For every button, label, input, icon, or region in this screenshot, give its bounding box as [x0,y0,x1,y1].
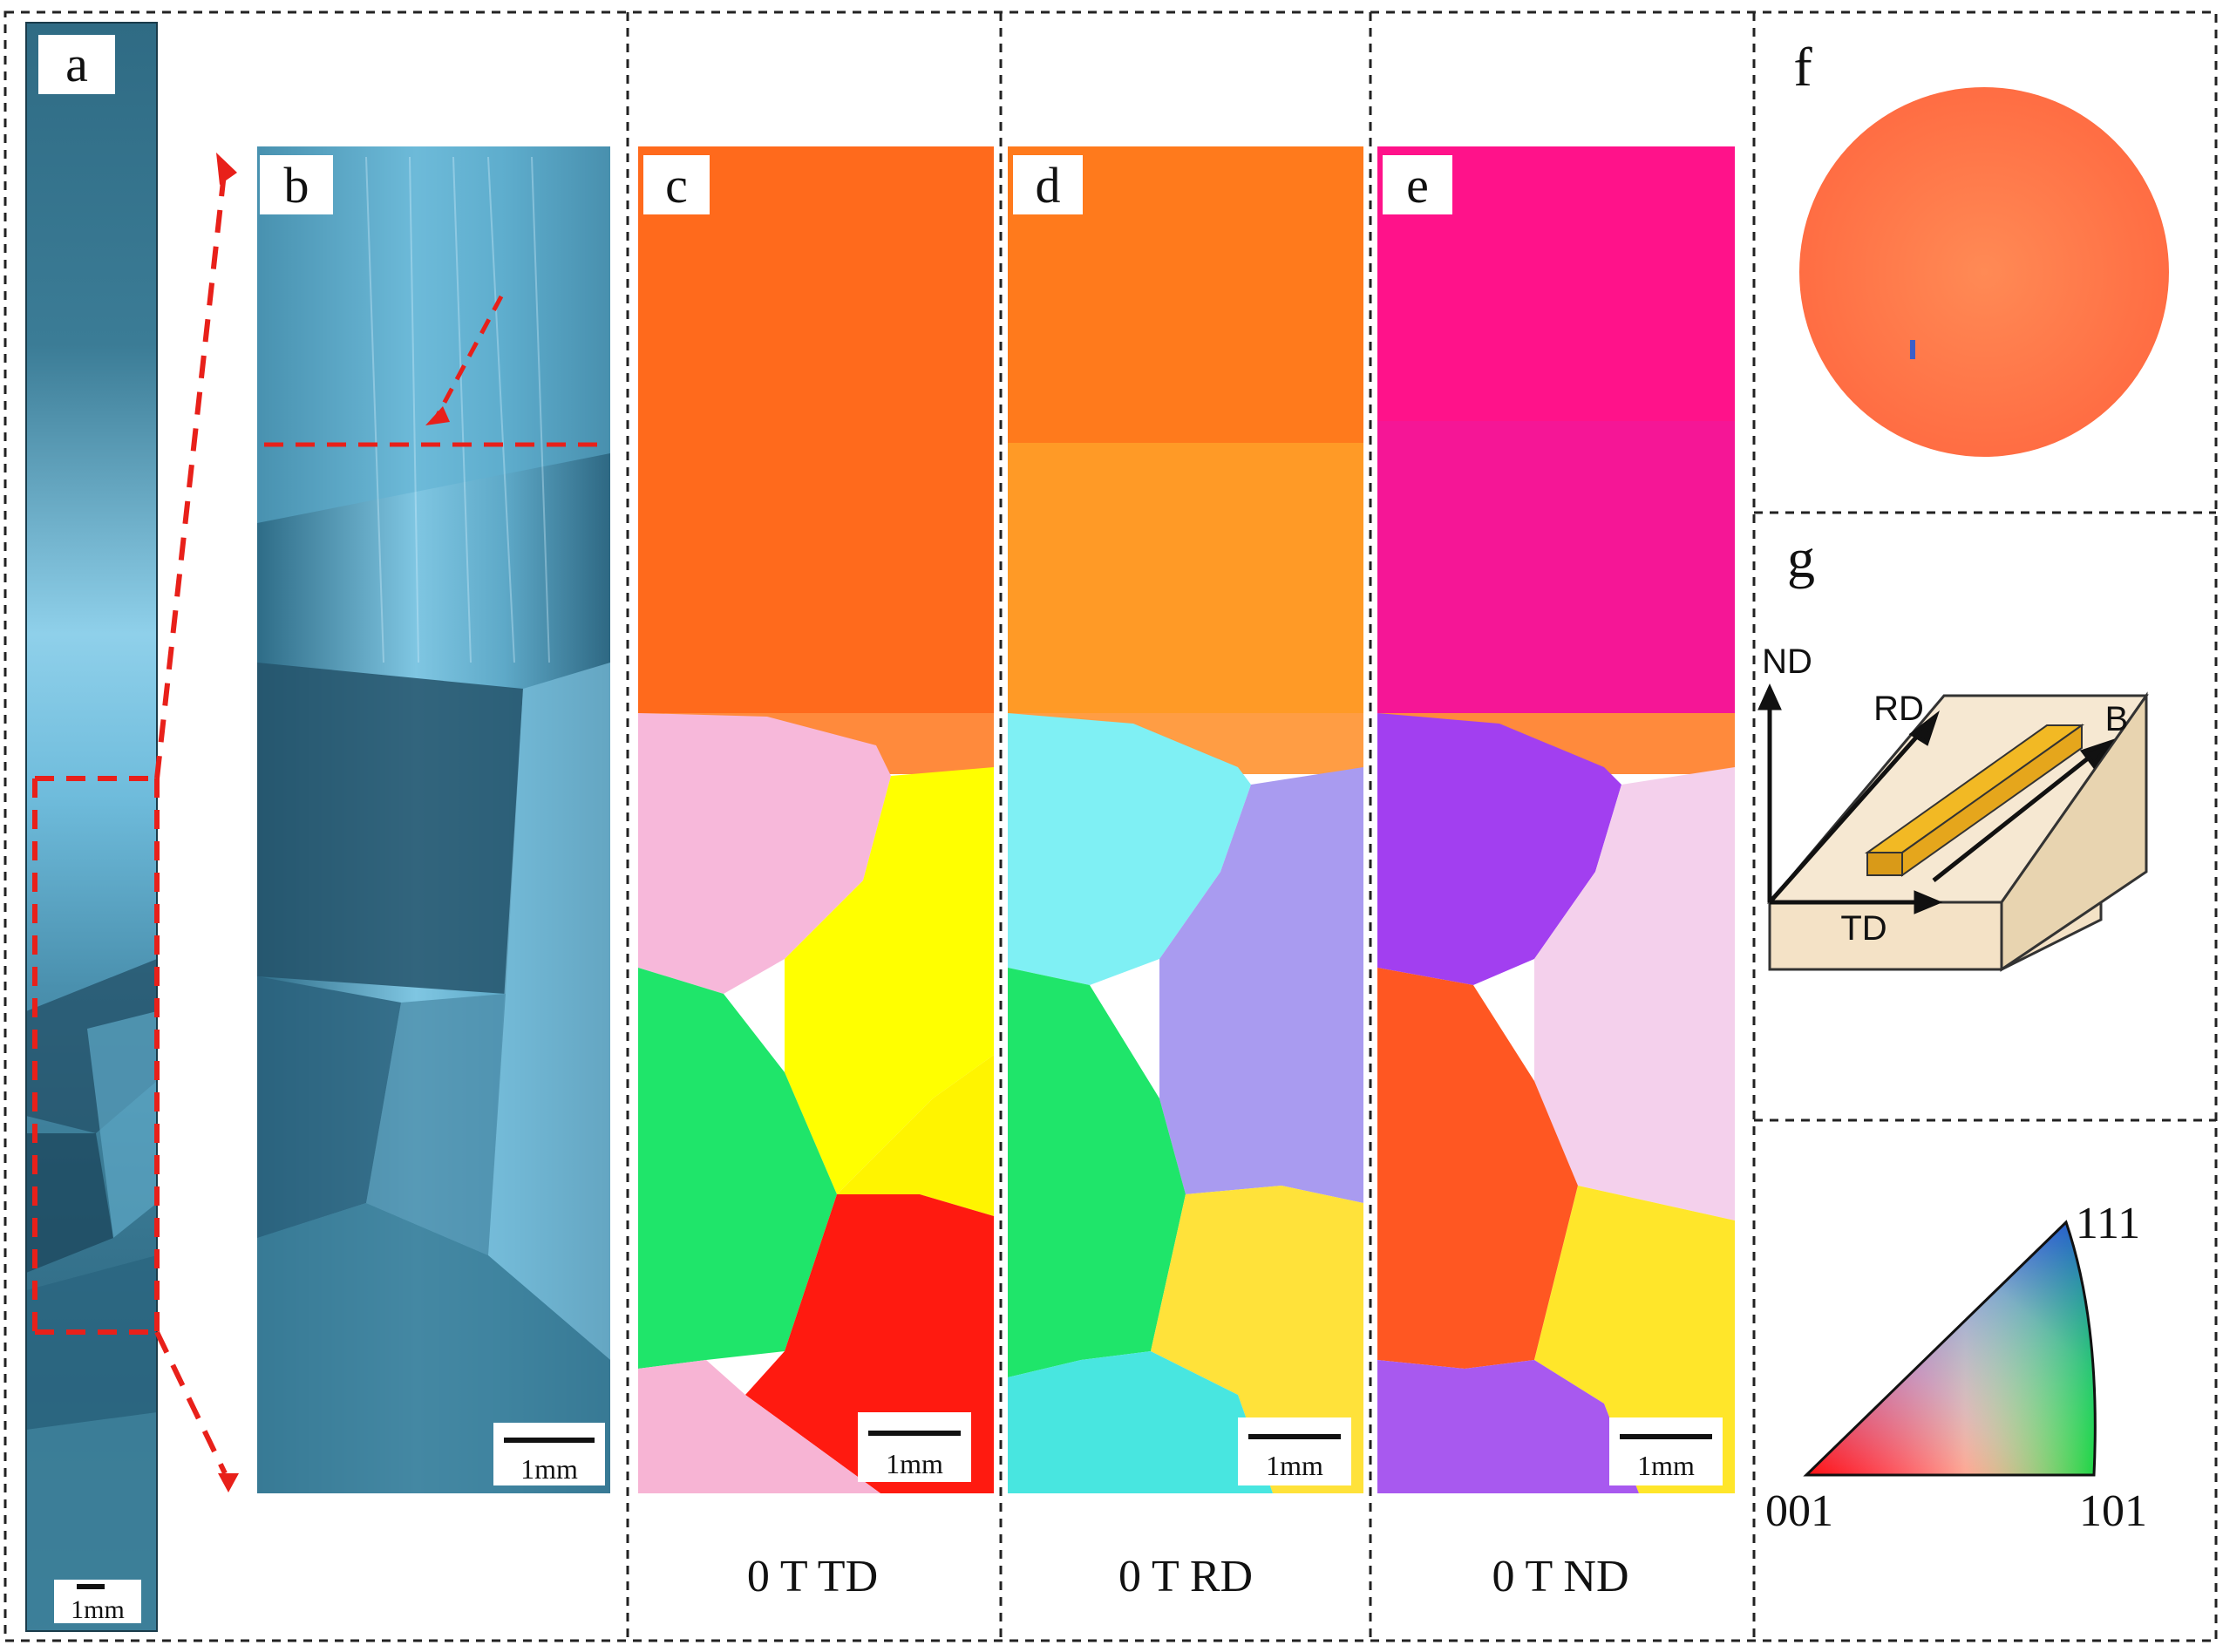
ipf-color-key: 001 101 111 [1765,1199,2147,1536]
nd-arrow-head [1757,683,1782,710]
panel-g-schematic: g ND RD TD B [1757,527,2149,972]
rd-axis [1768,729,1924,904]
panel-b-label: b [284,157,309,214]
panel-g-label: g [1787,527,1815,589]
panel-e-label: e [1406,157,1429,214]
panel-a-highlight-box [32,776,160,1335]
panel-c-caption: 0 T TD [747,1552,878,1601]
panel-b-pointer [433,295,504,420]
b-axis-label: B [2105,700,2129,738]
td-arrow-head [1914,890,1943,914]
panel-e-scalebar-label: 1mm [1637,1450,1695,1481]
panel-e-caption: 0 T ND [1492,1552,1629,1601]
ipf-triangle-outline [1803,1220,2097,1477]
panel-d-scalebar-label: 1mm [1266,1450,1323,1481]
panel-c-orientation-map: c 1mm 0 T TD [638,146,994,1601]
panel-d-label-box [1013,155,1083,214]
panel-b-scalebar-label: 1mm [520,1453,578,1485]
panel-f-orientation-disk: f [1793,36,2169,457]
panel-a-optical-image: a 1mm [25,22,160,1632]
panel-a-label-box [38,35,115,94]
panel-a-scalebar-label: 1mm [71,1595,125,1624]
panel-b-pointer-head [425,406,450,425]
panel-f-label: f [1793,36,1812,98]
panel-c-scalebar-label: 1mm [886,1448,943,1479]
ipf-label-001: 001 [1765,1486,1833,1536]
panel-e-scalebar-box [1609,1417,1723,1485]
panel-f-disk [1799,87,2169,457]
panel-c-scalebar-box [858,1412,971,1482]
panel-dividers [3,10,2218,1642]
panel-b-label-box [260,155,333,214]
panel-d-label: d [1036,157,1061,214]
td-axis-label: TD [1840,909,1886,948]
zoom-arrow-head-top [216,153,237,185]
panel-b-scalebar-box [493,1423,605,1485]
panel-e-label-box [1383,155,1452,214]
panel-b-optical-image: b 1mm [257,146,610,1493]
panel-f-outlier-pixel [1910,340,1915,359]
panel-d-caption: 0 T RD [1118,1552,1253,1601]
panel-d-scalebar-box [1238,1417,1351,1485]
panel-e-orientation-map: e 1mm 0 T ND [1377,146,1735,1601]
panel-c-label: c [665,157,688,214]
b-arrow-head [2079,738,2116,770]
sample-front [1866,852,1903,876]
sample-side [1901,724,2083,877]
panel-a-label: a [65,36,88,92]
rd-arrow-head [1908,710,1940,746]
panel-d-orientation-map: d 1mm 0 T RD [1008,146,1363,1601]
b-axis [1932,753,2094,882]
rd-axis-label: RD [1873,690,1924,728]
zoom-connector-arrows [154,165,228,1475]
nd-axis-label: ND [1762,642,1812,681]
ipf-label-101: 101 [2079,1486,2147,1536]
zoom-arrow-head-bottom [218,1473,239,1492]
ipf-triangle-blue-overlay [1806,1222,2096,1475]
ipf-label-111: 111 [2076,1199,2140,1248]
panel-c-label-box [643,155,710,214]
substrate-side [2000,691,2148,972]
